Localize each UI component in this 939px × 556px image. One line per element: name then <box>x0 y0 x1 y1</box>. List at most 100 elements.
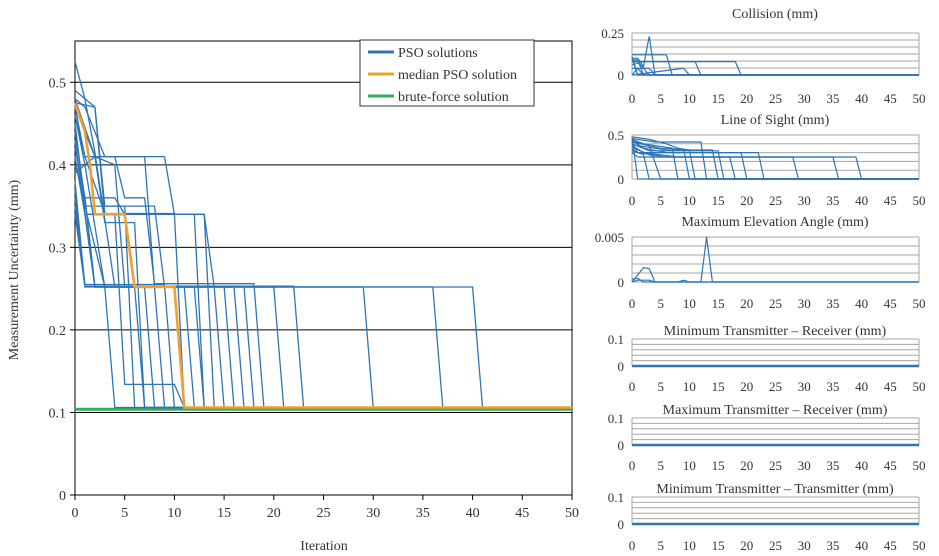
subchart-min-transmitter-transmitter: Minimum Transmitter – Transmitter (mm) 0… <box>608 482 926 553</box>
subchart-x-tick-label: 30 <box>798 193 811 208</box>
subchart-x-tick-label: 25 <box>769 458 782 473</box>
legend: PSO solutions median PSO solution brute-… <box>359 39 535 107</box>
subchart-x-tick-label: 0 <box>629 91 636 106</box>
subchart-max-elevation-angle: Maximum Elevation Angle (mm) 0 0.005 0 5 10 1… <box>595 215 926 311</box>
subchart-x-tick-label: 50 <box>913 193 926 208</box>
main-x-tick-label: 30 <box>366 506 380 521</box>
subchart-x-tick-label: 40 <box>855 296 868 311</box>
subchart-title: Maximum Transmitter – Receiver (mm) <box>663 403 888 418</box>
subchart-y-tick-label: 0 <box>618 359 625 374</box>
subchart-x-tick-label: 10 <box>683 296 696 311</box>
subchart-x-tick-label: 5 <box>657 538 664 553</box>
subchart-x-tick-label: 50 <box>913 458 926 473</box>
subchart-x-tick-label: 25 <box>769 379 782 394</box>
main-x-tick-label: 50 <box>565 506 579 521</box>
main-x-tick-label: 25 <box>317 506 331 521</box>
subchart-run-line <box>631 139 919 180</box>
subchart-x-tick-label: 25 <box>769 193 782 208</box>
legend-label-pso: PSO solutions <box>398 46 478 61</box>
subchart-x-tick-label: 30 <box>798 91 811 106</box>
main-x-tick-label: 35 <box>416 506 430 521</box>
subchart-x-tick-label: 0 <box>629 193 636 208</box>
subchart-x-tick-label: 15 <box>712 458 725 473</box>
subchart-x-tick-label: 20 <box>740 538 753 553</box>
pso-run-line <box>74 155 572 409</box>
subchart-y-tick-label: 0.1 <box>608 332 624 347</box>
subchart-x-tick-label: 10 <box>683 458 696 473</box>
main-plot-frame <box>74 40 573 496</box>
subchart-x-tick-label: 10 <box>683 193 696 208</box>
subchart-x-tick-label: 35 <box>826 458 839 473</box>
main-x-tick-label: 15 <box>217 506 231 521</box>
main-y-tick-label: 0.2 <box>49 324 67 339</box>
subchart-x-tick-label: 40 <box>855 91 868 106</box>
subchart-x-tick-label: 5 <box>657 379 664 394</box>
pso-run-line <box>74 61 572 409</box>
subchart-x-tick-label: 20 <box>740 379 753 394</box>
subchart-x-tick-label: 20 <box>740 193 753 208</box>
main-x-tick-label: 45 <box>515 506 529 521</box>
subchart-x-tick-label: 5 <box>657 458 664 473</box>
subchart-run-line <box>631 279 919 283</box>
subchart-x-tick-label: 30 <box>798 458 811 473</box>
pso-run-line <box>74 115 572 409</box>
subchart-x-tick-label: 10 <box>683 91 696 106</box>
subchart-x-tick-label: 40 <box>855 538 868 553</box>
pso-run-line <box>74 140 572 409</box>
subchart-run-line <box>631 56 919 76</box>
subchart-x-tick-label: 10 <box>683 538 696 553</box>
subchart-run-line <box>632 54 919 76</box>
main-x-tick-label: 5 <box>121 506 128 521</box>
subchart-x-tick-label: 35 <box>826 91 839 106</box>
pso-run-line <box>74 115 572 409</box>
subchart-x-tick-label: 0 <box>629 458 636 473</box>
main-x-tick-labels: 0 5 10 15 20 25 30 35 40 45 50 <box>72 506 580 521</box>
pso-run-line <box>74 140 572 409</box>
subchart-run-line <box>631 67 919 76</box>
main-x-tick-label: 10 <box>167 506 181 521</box>
pso-run-line <box>74 98 572 409</box>
subchart-x-tick-label: 5 <box>657 91 664 106</box>
subchart-x-tick-label: 50 <box>913 296 926 311</box>
subchart-min-transmitter-receiver: Minimum Transmitter – Receiver (mm) 0 0.1… <box>608 324 926 394</box>
subchart-x-tick-label: 50 <box>913 91 926 106</box>
subchart-x-tick-label: 45 <box>884 193 897 208</box>
subchart-x-tick-label: 50 <box>913 538 926 553</box>
pso-run-line <box>74 131 572 409</box>
subchart-y-tick-label: 0 <box>618 275 625 290</box>
subchart-y-tick-label: 0.25 <box>601 26 624 41</box>
subchart-x-tick-label: 5 <box>657 296 664 311</box>
subchart-x-tick-label: 0 <box>629 296 636 311</box>
main-y-tick-label: 0.5 <box>49 76 67 91</box>
subchart-x-tick-label: 25 <box>769 91 782 106</box>
main-x-axis-title: Iteration <box>300 539 347 554</box>
legend-label-brute: brute-force solution <box>398 90 509 105</box>
subchart-x-tick-label: 30 <box>798 379 811 394</box>
subchart-y-tick-label: 0.5 <box>608 128 624 143</box>
subchart-x-tick-label: 35 <box>826 379 839 394</box>
subchart-x-tick-label: 20 <box>740 458 753 473</box>
pso-run-line <box>74 123 572 409</box>
main-y-tick-label: 0.4 <box>49 159 67 174</box>
main-x-tick-label: 20 <box>267 506 281 521</box>
subchart-x-tick-label: 40 <box>855 193 868 208</box>
pso-run-line <box>74 156 572 409</box>
subchart-x-tick-label: 15 <box>712 379 725 394</box>
subchart-x-tick-label: 45 <box>884 296 897 311</box>
subchart-y-tick-label: 0.1 <box>608 490 624 505</box>
main-chart: 0 0.1 0.2 0.3 0.4 0.5 0 5 10 15 20 25 30 35 40 45 50 It… <box>7 39 580 554</box>
subchart-run-line <box>631 136 919 180</box>
subchart-y-tick-label: 0.005 <box>595 230 624 245</box>
subchart-x-tick-label: 45 <box>884 458 897 473</box>
subchart-x-tick-label: 15 <box>712 538 725 553</box>
pso-run-line <box>74 98 572 409</box>
subchart-run-line <box>631 236 919 283</box>
pso-run-line <box>74 148 572 409</box>
subchart-x-tick-label: 20 <box>740 296 753 311</box>
subchart-x-tick-label: 25 <box>769 538 782 553</box>
subchart-x-tick-label: 35 <box>826 538 839 553</box>
subchart-x-tick-label: 40 <box>855 458 868 473</box>
main-y-tick-label: 0.3 <box>49 241 67 256</box>
subchart-collision: Collision (mm) 0 0.25 0 5 10 15 20 25 30 35 40 45 50 <box>601 7 925 106</box>
subchart-y-tick-label: 0.1 <box>608 411 624 426</box>
